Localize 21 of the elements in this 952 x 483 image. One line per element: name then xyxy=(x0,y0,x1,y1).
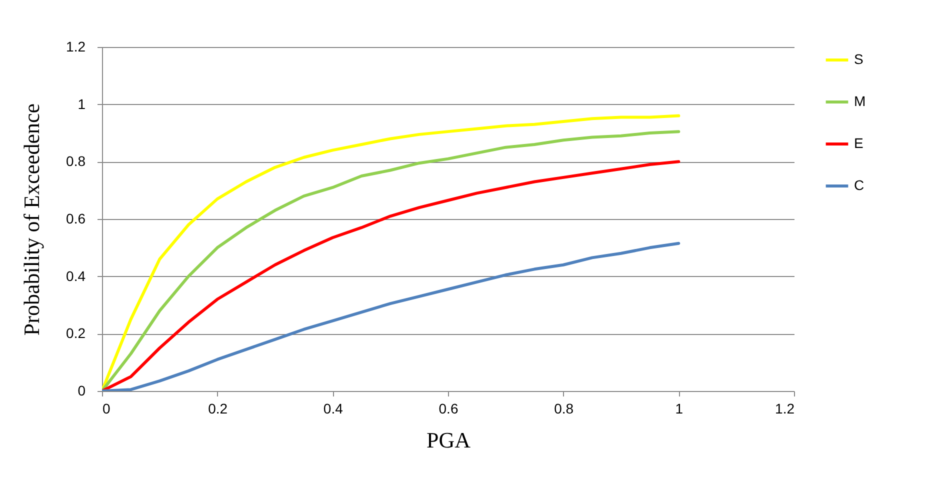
x-tick-label: 0.8 xyxy=(554,400,574,416)
legend-label: S xyxy=(854,51,864,67)
x-tick-label: 1 xyxy=(675,400,684,416)
legend-label: E xyxy=(854,135,864,151)
x-tick-label: 0.4 xyxy=(323,400,344,416)
x-axis-title: PGA xyxy=(426,428,471,452)
legend-label: C xyxy=(854,177,864,193)
y-tick-label: 0.4 xyxy=(66,268,86,284)
x-tick-label: 0 xyxy=(102,400,110,416)
y-tick-label: 1 xyxy=(78,96,86,112)
y-tick-label: 1.2 xyxy=(66,38,86,54)
y-tick-label: 0 xyxy=(78,382,86,398)
y-tick-label: 0.2 xyxy=(66,325,86,342)
legend-label: M xyxy=(854,93,866,109)
x-tick-label: 1.2 xyxy=(775,400,795,416)
x-tick-label: 0.2 xyxy=(208,400,228,416)
y-axis-title: Probability of Exceedence xyxy=(19,103,44,336)
y-tick-label: 0.6 xyxy=(66,210,86,226)
y-tick-label: 0.8 xyxy=(66,153,86,170)
x-tick-label: 0.6 xyxy=(438,400,458,416)
line-series xyxy=(102,242,680,391)
